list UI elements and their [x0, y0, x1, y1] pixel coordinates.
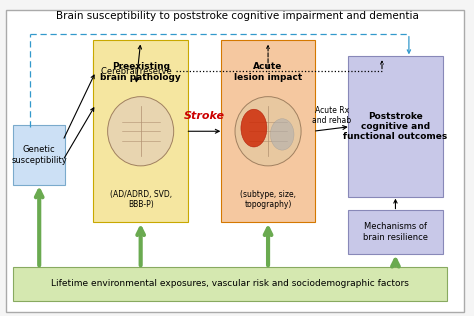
Text: Cerebral reserve: Cerebral reserve: [100, 67, 171, 76]
FancyBboxPatch shape: [348, 56, 443, 197]
Text: (subtype, size,
topography): (subtype, size, topography): [240, 190, 296, 209]
Ellipse shape: [241, 109, 267, 147]
FancyBboxPatch shape: [348, 210, 443, 254]
Text: Poststroke
cognitive and
functional outcomes: Poststroke cognitive and functional outc…: [343, 112, 447, 142]
Text: (AD/ADRD, SVD,
BBB-P): (AD/ADRD, SVD, BBB-P): [109, 190, 172, 209]
Text: Acute Rx
and rehab: Acute Rx and rehab: [312, 106, 351, 125]
Ellipse shape: [235, 97, 301, 166]
Text: Stroke: Stroke: [184, 111, 225, 120]
Text: Lifetime environmental exposures, vascular risk and sociodemographic factors: Lifetime environmental exposures, vascul…: [51, 279, 409, 288]
Ellipse shape: [108, 97, 173, 166]
FancyBboxPatch shape: [13, 125, 65, 185]
FancyBboxPatch shape: [93, 56, 178, 87]
FancyBboxPatch shape: [13, 266, 447, 301]
FancyBboxPatch shape: [221, 40, 315, 222]
Text: Brain susceptibility to poststroke cognitive impairment and dementia: Brain susceptibility to poststroke cogni…: [56, 11, 419, 21]
Text: Genetic
susceptibility: Genetic susceptibility: [11, 145, 67, 165]
Ellipse shape: [270, 119, 294, 150]
Text: Acute
lesion impact: Acute lesion impact: [234, 62, 302, 82]
FancyBboxPatch shape: [6, 10, 464, 312]
Text: Mechanisms of
brain resilience: Mechanisms of brain resilience: [363, 222, 428, 242]
FancyBboxPatch shape: [93, 40, 188, 222]
Text: Preexisting
brain pathology: Preexisting brain pathology: [100, 62, 181, 82]
